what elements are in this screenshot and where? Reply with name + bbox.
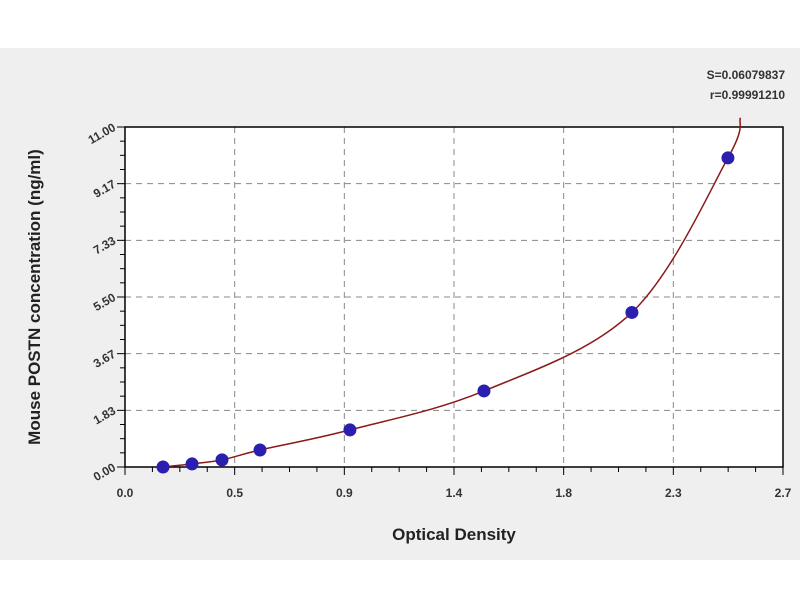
y-axis-label: Mouse POSTN concentration (ng/ml)	[25, 149, 44, 445]
x-tick-label: 1.8	[555, 486, 572, 500]
y-tick-label: 7.33	[91, 233, 119, 257]
stat-r: r=0.99991210	[710, 88, 785, 102]
data-point	[185, 457, 199, 471]
x-tick-label: 0.0	[117, 486, 134, 500]
data-point	[156, 460, 170, 474]
data-point	[625, 305, 639, 319]
y-tick-label: 9.17	[91, 177, 119, 201]
x-tick-label: 2.3	[665, 486, 682, 500]
x-tick-label: 0.9	[336, 486, 353, 500]
data-point	[215, 453, 229, 467]
y-tick-label: 3.67	[91, 347, 119, 371]
plot-frame	[124, 126, 784, 468]
stat-s: S=0.06079837	[707, 68, 786, 82]
data-point	[253, 443, 267, 457]
data-point	[343, 423, 357, 437]
y-tick-label: 0.00	[91, 460, 119, 484]
x-axis-label: Optical Density	[392, 525, 516, 544]
data-point	[721, 151, 735, 165]
fit-curve	[162, 117, 742, 468]
y-tick-label: 5.50	[91, 290, 119, 314]
y-tick-label: 11.00	[86, 120, 119, 147]
x-tick-label: 0.5	[226, 486, 243, 500]
x-tick-label: 2.7	[775, 486, 792, 500]
x-tick-label: 1.4	[446, 486, 463, 500]
y-tick-label: 1.83	[91, 403, 119, 427]
data-point	[477, 384, 491, 398]
